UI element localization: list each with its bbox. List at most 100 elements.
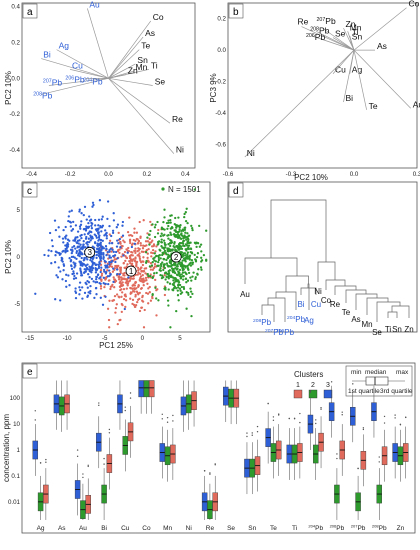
score-point <box>174 280 177 283</box>
score-point <box>142 284 145 287</box>
score-point <box>95 228 99 232</box>
score-point <box>154 250 157 253</box>
score-point <box>182 278 185 281</box>
score-point <box>169 233 173 236</box>
score-point <box>83 256 86 260</box>
score-point <box>145 244 148 247</box>
score-point <box>147 247 150 251</box>
score-point <box>90 271 93 274</box>
loading-arrow-Te <box>353 50 367 110</box>
score-point <box>110 265 114 268</box>
category-label-As: As <box>58 525 66 532</box>
score-point <box>91 201 95 204</box>
score-point <box>127 249 131 253</box>
score-point <box>151 268 155 271</box>
score-point <box>78 250 81 253</box>
score-point <box>90 227 94 230</box>
score-point <box>99 269 103 272</box>
score-point <box>78 293 81 296</box>
score-point <box>189 247 193 250</box>
score-point <box>198 245 201 248</box>
panel-a-plot: -0.4 -0.2 0.0 0.2 0.4 -0.4 -0.2 0.0 0.2 0.4 Au Ag Bi… <box>9 0 190 178</box>
score-point <box>146 256 149 260</box>
score-point <box>151 276 154 280</box>
score-point <box>93 261 96 265</box>
score-point <box>181 275 185 278</box>
score-point <box>159 266 162 270</box>
loading-label-Ti: Ti <box>352 27 359 37</box>
score-point <box>110 250 113 253</box>
outlier <box>394 414 396 416</box>
score-point <box>86 286 89 289</box>
score-point <box>122 297 126 301</box>
score-point <box>111 231 115 235</box>
score-point <box>180 229 183 233</box>
score-point <box>97 224 100 227</box>
score-point <box>85 235 88 239</box>
panel-e-legend-title: Clusters <box>294 370 323 379</box>
score-point <box>125 256 128 259</box>
score-point <box>134 280 137 284</box>
score-point <box>193 253 196 257</box>
score-point <box>140 266 143 269</box>
panel-b-ytick: -0.6 <box>215 141 226 148</box>
score-point <box>79 270 83 273</box>
loading-arrow-208Pb <box>41 77 109 95</box>
score-point <box>108 254 111 257</box>
outlier <box>34 419 36 421</box>
score-point <box>64 225 67 229</box>
score-point <box>183 271 187 274</box>
score-point <box>132 258 135 261</box>
score-point <box>176 294 180 297</box>
score-point <box>71 272 74 276</box>
score-point <box>151 293 154 297</box>
score-point <box>89 284 92 288</box>
outlier <box>251 434 253 436</box>
score-point <box>188 263 191 266</box>
score-point <box>59 299 62 302</box>
score-point <box>98 277 101 280</box>
score-point <box>115 268 119 271</box>
dendro-leaf-As: As <box>351 315 360 324</box>
score-point <box>158 254 161 257</box>
score-point <box>154 286 157 289</box>
score-point <box>120 255 123 258</box>
score-point <box>159 249 162 252</box>
score-point <box>117 242 120 245</box>
score-point <box>186 221 189 225</box>
category-label-Se: Se <box>227 525 235 532</box>
score-point <box>148 243 151 246</box>
category-label-208Pb: 208Pb <box>372 524 387 532</box>
score-point <box>105 234 108 238</box>
score-point <box>50 239 54 242</box>
score-point <box>119 240 122 244</box>
score-point <box>127 246 130 250</box>
score-point <box>173 235 176 238</box>
score-point <box>179 237 182 240</box>
score-point <box>120 295 123 298</box>
score-point <box>78 225 82 228</box>
score-point <box>87 273 90 276</box>
score-point <box>153 272 156 275</box>
score-point <box>122 277 125 280</box>
score-point <box>86 243 89 246</box>
score-point <box>155 271 158 275</box>
score-point <box>74 224 78 227</box>
score-point <box>133 227 136 230</box>
loading-arrow-Sn <box>349 40 355 51</box>
panel-b-ylabel: PC3 9% <box>209 73 218 102</box>
outlier <box>161 413 163 416</box>
loading-label-Ni: Ni <box>176 145 184 155</box>
loading-arrow-208Pb <box>316 30 355 51</box>
outlier <box>203 470 206 472</box>
score-point <box>131 287 134 290</box>
outlier <box>309 391 312 393</box>
score-point <box>168 282 172 285</box>
outlier <box>383 415 386 418</box>
score-point <box>178 228 181 231</box>
score-point <box>177 216 180 219</box>
score-point <box>61 257 64 260</box>
score-point <box>182 244 185 247</box>
score-point <box>111 299 115 302</box>
score-point <box>62 269 65 272</box>
